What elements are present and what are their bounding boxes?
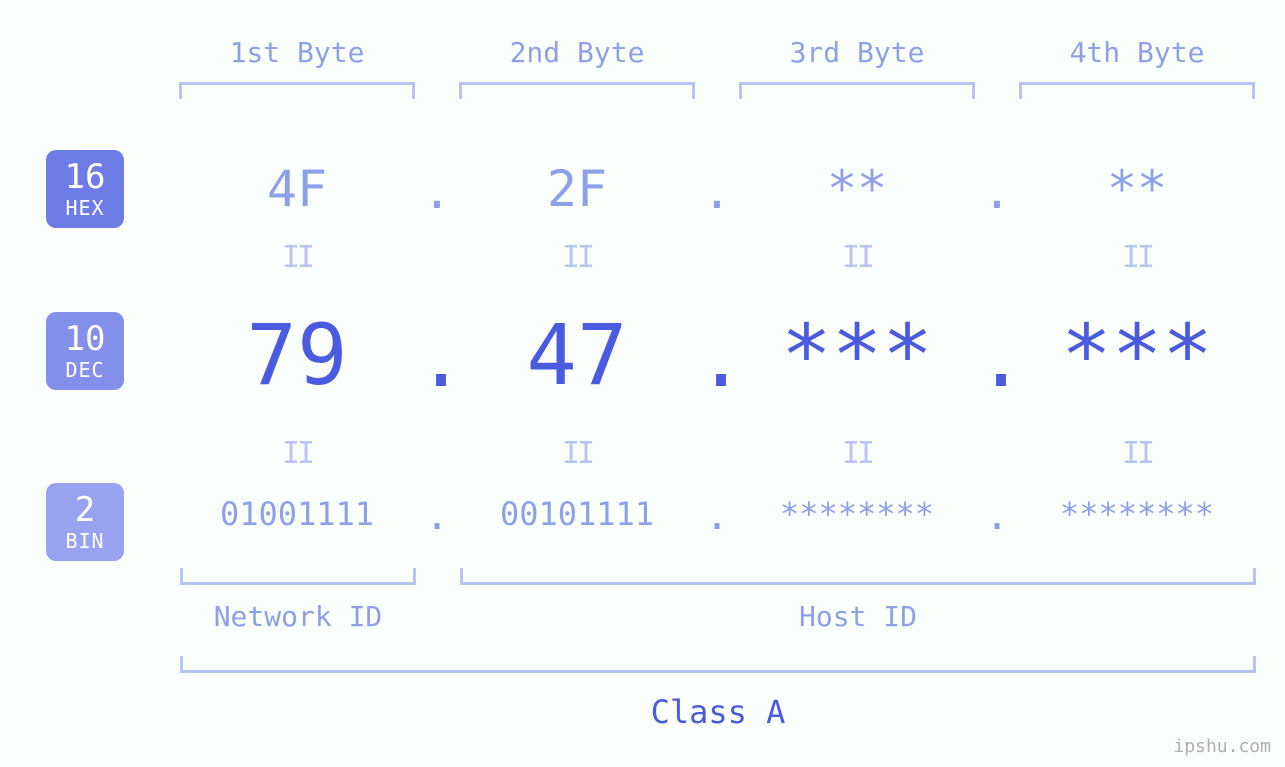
hex-byte-4: ** bbox=[1019, 160, 1255, 218]
hex-dot-2: . bbox=[697, 164, 737, 220]
equals-2-2: II bbox=[459, 436, 695, 471]
badge-bin-num: 2 bbox=[75, 493, 95, 527]
header-byte-3: 3rd Byte bbox=[739, 36, 975, 69]
bracket-top-3 bbox=[739, 82, 975, 99]
equals-1-4: II bbox=[1019, 240, 1255, 275]
badge-dec-num: 10 bbox=[65, 322, 106, 356]
equals-1-1: II bbox=[179, 240, 415, 275]
header-byte-1: 1st Byte bbox=[179, 36, 415, 69]
hex-byte-1: 4F bbox=[179, 160, 415, 218]
watermark: ipshu.com bbox=[1173, 736, 1271, 757]
equals-1-2: II bbox=[459, 240, 695, 275]
dec-dot-2: . bbox=[697, 312, 737, 405]
equals-2-4: II bbox=[1019, 436, 1255, 471]
bin-byte-1: 01001111 bbox=[164, 495, 430, 533]
bin-byte-3: ******** bbox=[724, 495, 990, 533]
badge-hex: 16 HEX bbox=[46, 150, 124, 228]
badge-hex-sub: HEX bbox=[65, 198, 104, 218]
badge-bin-sub: BIN bbox=[65, 531, 104, 551]
bracket-top-4 bbox=[1019, 82, 1255, 99]
dec-byte-3: *** bbox=[729, 306, 985, 404]
dec-byte-2: 47 bbox=[449, 306, 705, 404]
bin-dot-3: . bbox=[982, 493, 1012, 539]
badge-dec-sub: DEC bbox=[65, 360, 104, 380]
bin-dot-1: . bbox=[422, 493, 452, 539]
header-byte-2: 2nd Byte bbox=[459, 36, 695, 69]
bracket-top-1 bbox=[179, 82, 415, 99]
bracket-class bbox=[180, 656, 1256, 673]
dec-dot-3: . bbox=[977, 312, 1017, 405]
equals-2-1: II bbox=[179, 436, 415, 471]
dec-byte-4: *** bbox=[1009, 306, 1265, 404]
badge-bin: 2 BIN bbox=[46, 483, 124, 561]
bin-dot-2: . bbox=[702, 493, 732, 539]
dec-dot-1: . bbox=[417, 312, 457, 405]
badge-hex-num: 16 bbox=[65, 160, 106, 194]
badge-dec: 10 DEC bbox=[46, 312, 124, 390]
header-byte-4: 4th Byte bbox=[1019, 36, 1255, 69]
hex-byte-2: 2F bbox=[459, 160, 695, 218]
dec-byte-1: 79 bbox=[169, 306, 425, 404]
label-host: Host ID bbox=[460, 600, 1256, 633]
hex-dot-1: . bbox=[417, 164, 457, 220]
hex-dot-3: . bbox=[977, 164, 1017, 220]
label-network: Network ID bbox=[180, 600, 416, 633]
equals-1-3: II bbox=[739, 240, 975, 275]
bin-byte-2: 00101111 bbox=[444, 495, 710, 533]
equals-2-3: II bbox=[739, 436, 975, 471]
bracket-host bbox=[460, 568, 1256, 585]
bracket-top-2 bbox=[459, 82, 695, 99]
label-class: Class A bbox=[180, 693, 1256, 731]
bracket-network bbox=[180, 568, 416, 585]
hex-byte-3: ** bbox=[739, 160, 975, 218]
bin-byte-4: ******** bbox=[1004, 495, 1270, 533]
